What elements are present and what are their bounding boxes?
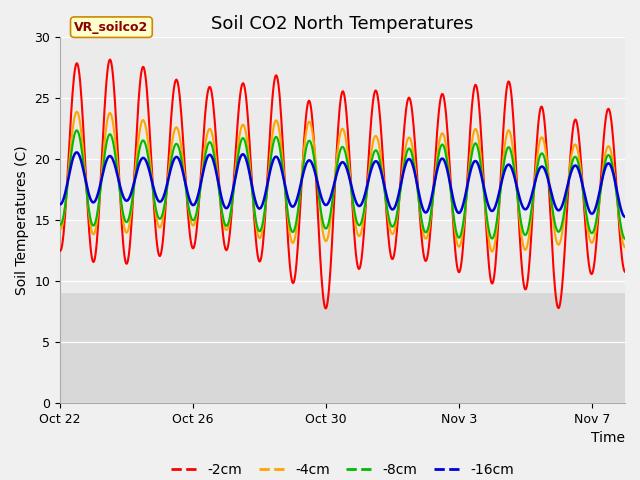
Y-axis label: Soil Temperatures (C): Soil Temperatures (C)	[15, 145, 29, 295]
Bar	[60, 293, 625, 403]
Title: Soil CO2 North Temperatures: Soil CO2 North Temperatures	[211, 15, 474, 33]
Text: VR_soilco2: VR_soilco2	[74, 21, 148, 34]
X-axis label: Time: Time	[591, 432, 625, 445]
Legend: -2cm, -4cm, -8cm, -16cm: -2cm, -4cm, -8cm, -16cm	[166, 458, 520, 480]
